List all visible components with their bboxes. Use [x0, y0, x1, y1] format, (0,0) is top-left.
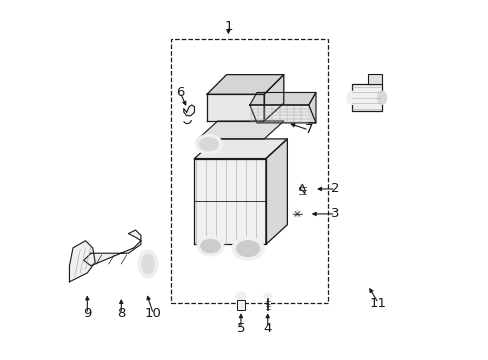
Polygon shape — [206, 94, 264, 121]
Ellipse shape — [235, 292, 246, 300]
Ellipse shape — [294, 212, 300, 216]
Text: 1: 1 — [224, 20, 232, 33]
Polygon shape — [264, 75, 283, 121]
Ellipse shape — [377, 91, 386, 105]
Polygon shape — [249, 105, 315, 123]
Text: 2: 2 — [331, 183, 339, 195]
Bar — [367, 74, 381, 84]
Text: 11: 11 — [369, 297, 386, 310]
Polygon shape — [183, 105, 194, 116]
Text: 3: 3 — [331, 207, 339, 220]
Polygon shape — [69, 241, 95, 282]
Text: 7: 7 — [304, 123, 312, 136]
Ellipse shape — [142, 254, 154, 274]
Polygon shape — [299, 184, 305, 194]
Ellipse shape — [378, 93, 385, 103]
Polygon shape — [265, 139, 287, 244]
Text: 8: 8 — [117, 307, 125, 320]
Ellipse shape — [195, 134, 222, 154]
Ellipse shape — [347, 93, 354, 103]
Ellipse shape — [138, 249, 158, 278]
Text: 4: 4 — [263, 322, 271, 335]
Ellipse shape — [231, 237, 264, 260]
Ellipse shape — [201, 239, 220, 253]
Text: 6: 6 — [176, 86, 184, 99]
Polygon shape — [249, 93, 315, 105]
Text: 5: 5 — [236, 322, 244, 335]
Bar — [236, 300, 244, 310]
Text: 9: 9 — [83, 307, 91, 320]
Text: 10: 10 — [144, 307, 162, 320]
Polygon shape — [206, 75, 283, 94]
Ellipse shape — [349, 95, 353, 101]
Ellipse shape — [292, 210, 302, 217]
Ellipse shape — [263, 293, 271, 299]
Polygon shape — [194, 158, 265, 244]
Bar — [171, 39, 328, 303]
Ellipse shape — [199, 138, 218, 151]
Ellipse shape — [236, 240, 259, 257]
Polygon shape — [198, 121, 283, 139]
Polygon shape — [83, 230, 141, 266]
Ellipse shape — [346, 91, 356, 105]
Bar — [351, 84, 381, 111]
Polygon shape — [194, 139, 287, 158]
Ellipse shape — [197, 236, 224, 256]
Polygon shape — [308, 93, 315, 123]
